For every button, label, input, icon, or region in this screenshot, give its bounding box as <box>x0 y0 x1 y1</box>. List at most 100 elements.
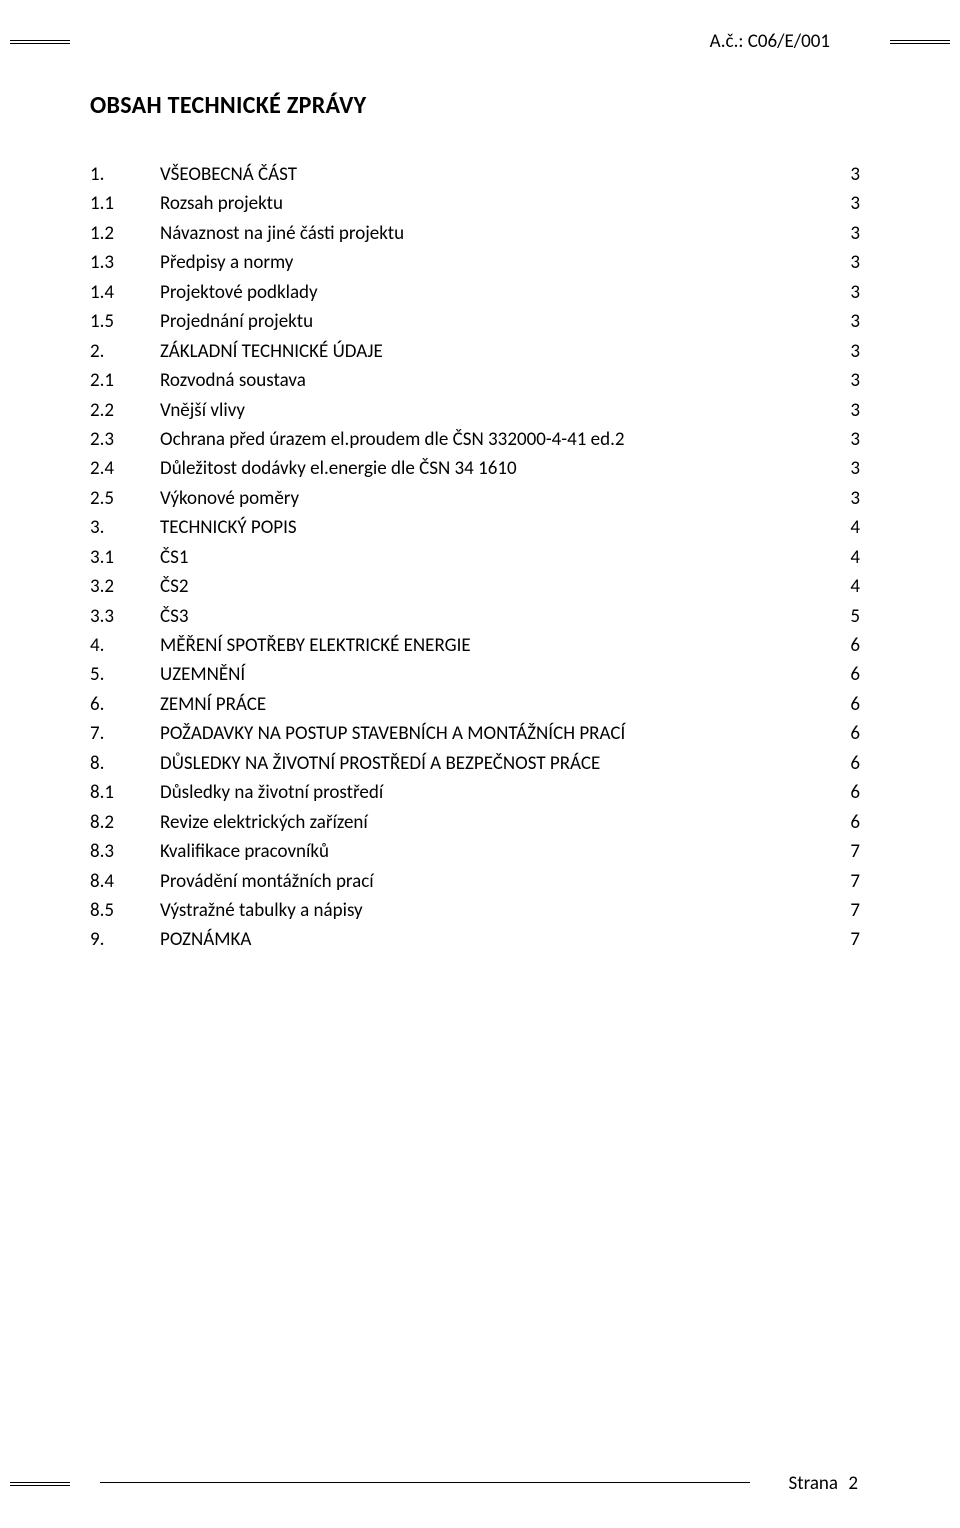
toc-row: 2.2Vnější vlivy3 <box>90 396 860 425</box>
page-header: A.č.: C06/E/001 <box>10 30 950 53</box>
toc-label: ZEMNÍ PRÁCE <box>160 690 266 719</box>
toc-number: 1.2 <box>90 219 160 248</box>
toc-label: Vnější vlivy <box>160 396 245 425</box>
toc-page-number: 3 <box>846 484 860 513</box>
toc-row: 1.VŠEOBECNÁ ČÁST 3 <box>90 160 860 189</box>
toc-row: 2.4Důležitost dodávky el.energie dle ČSN… <box>90 454 860 483</box>
toc-row: 3.2ČS24 <box>90 572 860 601</box>
toc-row: 6.ZEMNÍ PRÁCE 6 <box>90 690 860 719</box>
page-title: OBSAH TECHNICKÉ ZPRÁVY <box>90 91 860 120</box>
page-footer: Strana 2 <box>0 1480 960 1504</box>
toc-label: Projednání projektu <box>160 307 313 336</box>
toc-number: 2.5 <box>90 484 160 513</box>
toc-page-number: 6 <box>846 690 860 719</box>
toc-label: Projektové podklady <box>160 278 318 307</box>
toc-page-number: 7 <box>846 867 860 896</box>
toc-label: Rozvodná soustava <box>160 366 306 395</box>
toc-page-number: 3 <box>846 307 860 336</box>
document-reference: A.č.: C06/E/001 <box>710 30 860 53</box>
toc-label: Výkonové poměry <box>160 484 299 513</box>
toc-label: Rozsah projektu <box>160 189 283 218</box>
toc-row: 8.DŮSLEDKY NA ŽIVOTNÍ PROSTŘEDÍ A BEZPEČ… <box>90 749 860 778</box>
toc-label: MĚŘENÍ SPOTŘEBY ELEKTRICKÉ ENERGIE <box>160 631 471 660</box>
toc-page-number: 6 <box>846 719 860 748</box>
toc-label: ČS1 <box>160 543 189 572</box>
toc-page-number: 3 <box>846 454 860 483</box>
toc-number: 3.2 <box>90 572 160 601</box>
toc-number: 2. <box>90 337 160 366</box>
toc-row: 1.5Projednání projektu 3 <box>90 307 860 336</box>
header-rule-right <box>890 40 950 44</box>
toc-row: 3.3ČS35 <box>90 602 860 631</box>
toc-page-number: 4 <box>846 572 860 601</box>
toc-row: 8.5Výstražné tabulky a nápisy7 <box>90 896 860 925</box>
toc-label: Předpisy a normy <box>160 248 293 277</box>
toc-row: 1.2Návaznost na jiné části projektu 3 <box>90 219 860 248</box>
toc-label: Ochrana před úrazem el.proudem dle ČSN 3… <box>160 425 625 454</box>
table-of-contents: 1.VŠEOBECNÁ ČÁST31.1Rozsah projektu31.2N… <box>90 160 860 955</box>
toc-row: 2.ZÁKLADNÍ TECHNICKÉ ÚDAJE 3 <box>90 337 860 366</box>
toc-label: Revize elektrických zařízení <box>160 808 368 837</box>
header-rule-left <box>10 40 70 44</box>
toc-number: 3.1 <box>90 543 160 572</box>
toc-page-number: 6 <box>846 778 860 807</box>
toc-label: POŽADAVKY NA POSTUP STAVEBNÍCH A MONTÁŽN… <box>160 719 625 748</box>
toc-label: VŠEOBECNÁ ČÁST <box>160 160 297 189</box>
toc-page-number: 6 <box>846 660 860 689</box>
toc-row: 9.POZNÁMKA7 <box>90 925 860 954</box>
toc-number: 8. <box>90 749 160 778</box>
toc-page-number: 7 <box>846 896 860 925</box>
toc-label: TECHNICKÝ POPIS <box>160 513 297 542</box>
toc-number: 9. <box>90 925 160 954</box>
footer-label: Strana <box>788 1472 838 1495</box>
toc-page-number: 5 <box>846 602 860 631</box>
toc-page-number: 4 <box>846 513 860 542</box>
toc-label: DŮSLEDKY NA ŽIVOTNÍ PROSTŘEDÍ A BEZPEČNO… <box>160 749 600 778</box>
toc-number: 7. <box>90 719 160 748</box>
toc-page-number: 3 <box>846 425 860 454</box>
toc-label: Kvalifikace pracovníků <box>160 837 329 866</box>
toc-row: 2.1Rozvodná soustava3 <box>90 366 860 395</box>
toc-label: Provádění montážních prací <box>160 867 374 896</box>
toc-label: ZÁKLADNÍ TECHNICKÉ ÚDAJE <box>160 337 383 366</box>
toc-page-number: 3 <box>846 219 860 248</box>
footer-rule-mid <box>100 1482 750 1483</box>
toc-number: 2.4 <box>90 454 160 483</box>
toc-row: 8.4Provádění montážních prací 7 <box>90 867 860 896</box>
toc-page-number: 6 <box>846 631 860 660</box>
toc-row: 1.4Projektové podklady3 <box>90 278 860 307</box>
toc-label: Návaznost na jiné části projektu <box>160 219 404 248</box>
toc-row: 3.1ČS1 4 <box>90 543 860 572</box>
page: A.č.: C06/E/001 OBSAH TECHNICKÉ ZPRÁVY 1… <box>0 0 960 1528</box>
toc-number: 8.4 <box>90 867 160 896</box>
toc-number: 1.5 <box>90 307 160 336</box>
toc-number: 1.4 <box>90 278 160 307</box>
toc-row: 8.2Revize elektrických zařízení6 <box>90 808 860 837</box>
toc-page-number: 3 <box>846 160 860 189</box>
toc-number: 3. <box>90 513 160 542</box>
footer-page-number: 2 <box>848 1472 858 1495</box>
toc-page-number: 6 <box>846 749 860 778</box>
toc-label: UZEMNĚNÍ <box>160 660 245 689</box>
toc-page-number: 3 <box>846 248 860 277</box>
toc-page-number: 4 <box>846 543 860 572</box>
toc-number: 3.3 <box>90 602 160 631</box>
toc-page-number: 3 <box>846 189 860 218</box>
toc-row: 1.3Předpisy a normy 3 <box>90 248 860 277</box>
toc-row: 3.TECHNICKÝ POPIS 4 <box>90 513 860 542</box>
toc-label: POZNÁMKA <box>160 925 251 954</box>
toc-number: 1. <box>90 160 160 189</box>
toc-page-number: 3 <box>846 396 860 425</box>
toc-page-number: 3 <box>846 337 860 366</box>
toc-label: Důsledky na životní prostředí <box>160 778 383 807</box>
toc-number: 8.1 <box>90 778 160 807</box>
toc-row: 4.MĚŘENÍ SPOTŘEBY ELEKTRICKÉ ENERGIE6 <box>90 631 860 660</box>
toc-row: 1.1Rozsah projektu 3 <box>90 189 860 218</box>
toc-page-number: 6 <box>846 808 860 837</box>
toc-number: 5. <box>90 660 160 689</box>
toc-label: Výstražné tabulky a nápisy <box>160 896 363 925</box>
toc-number: 1.1 <box>90 189 160 218</box>
toc-page-number: 7 <box>846 837 860 866</box>
toc-number: 6. <box>90 690 160 719</box>
toc-number: 1.3 <box>90 248 160 277</box>
